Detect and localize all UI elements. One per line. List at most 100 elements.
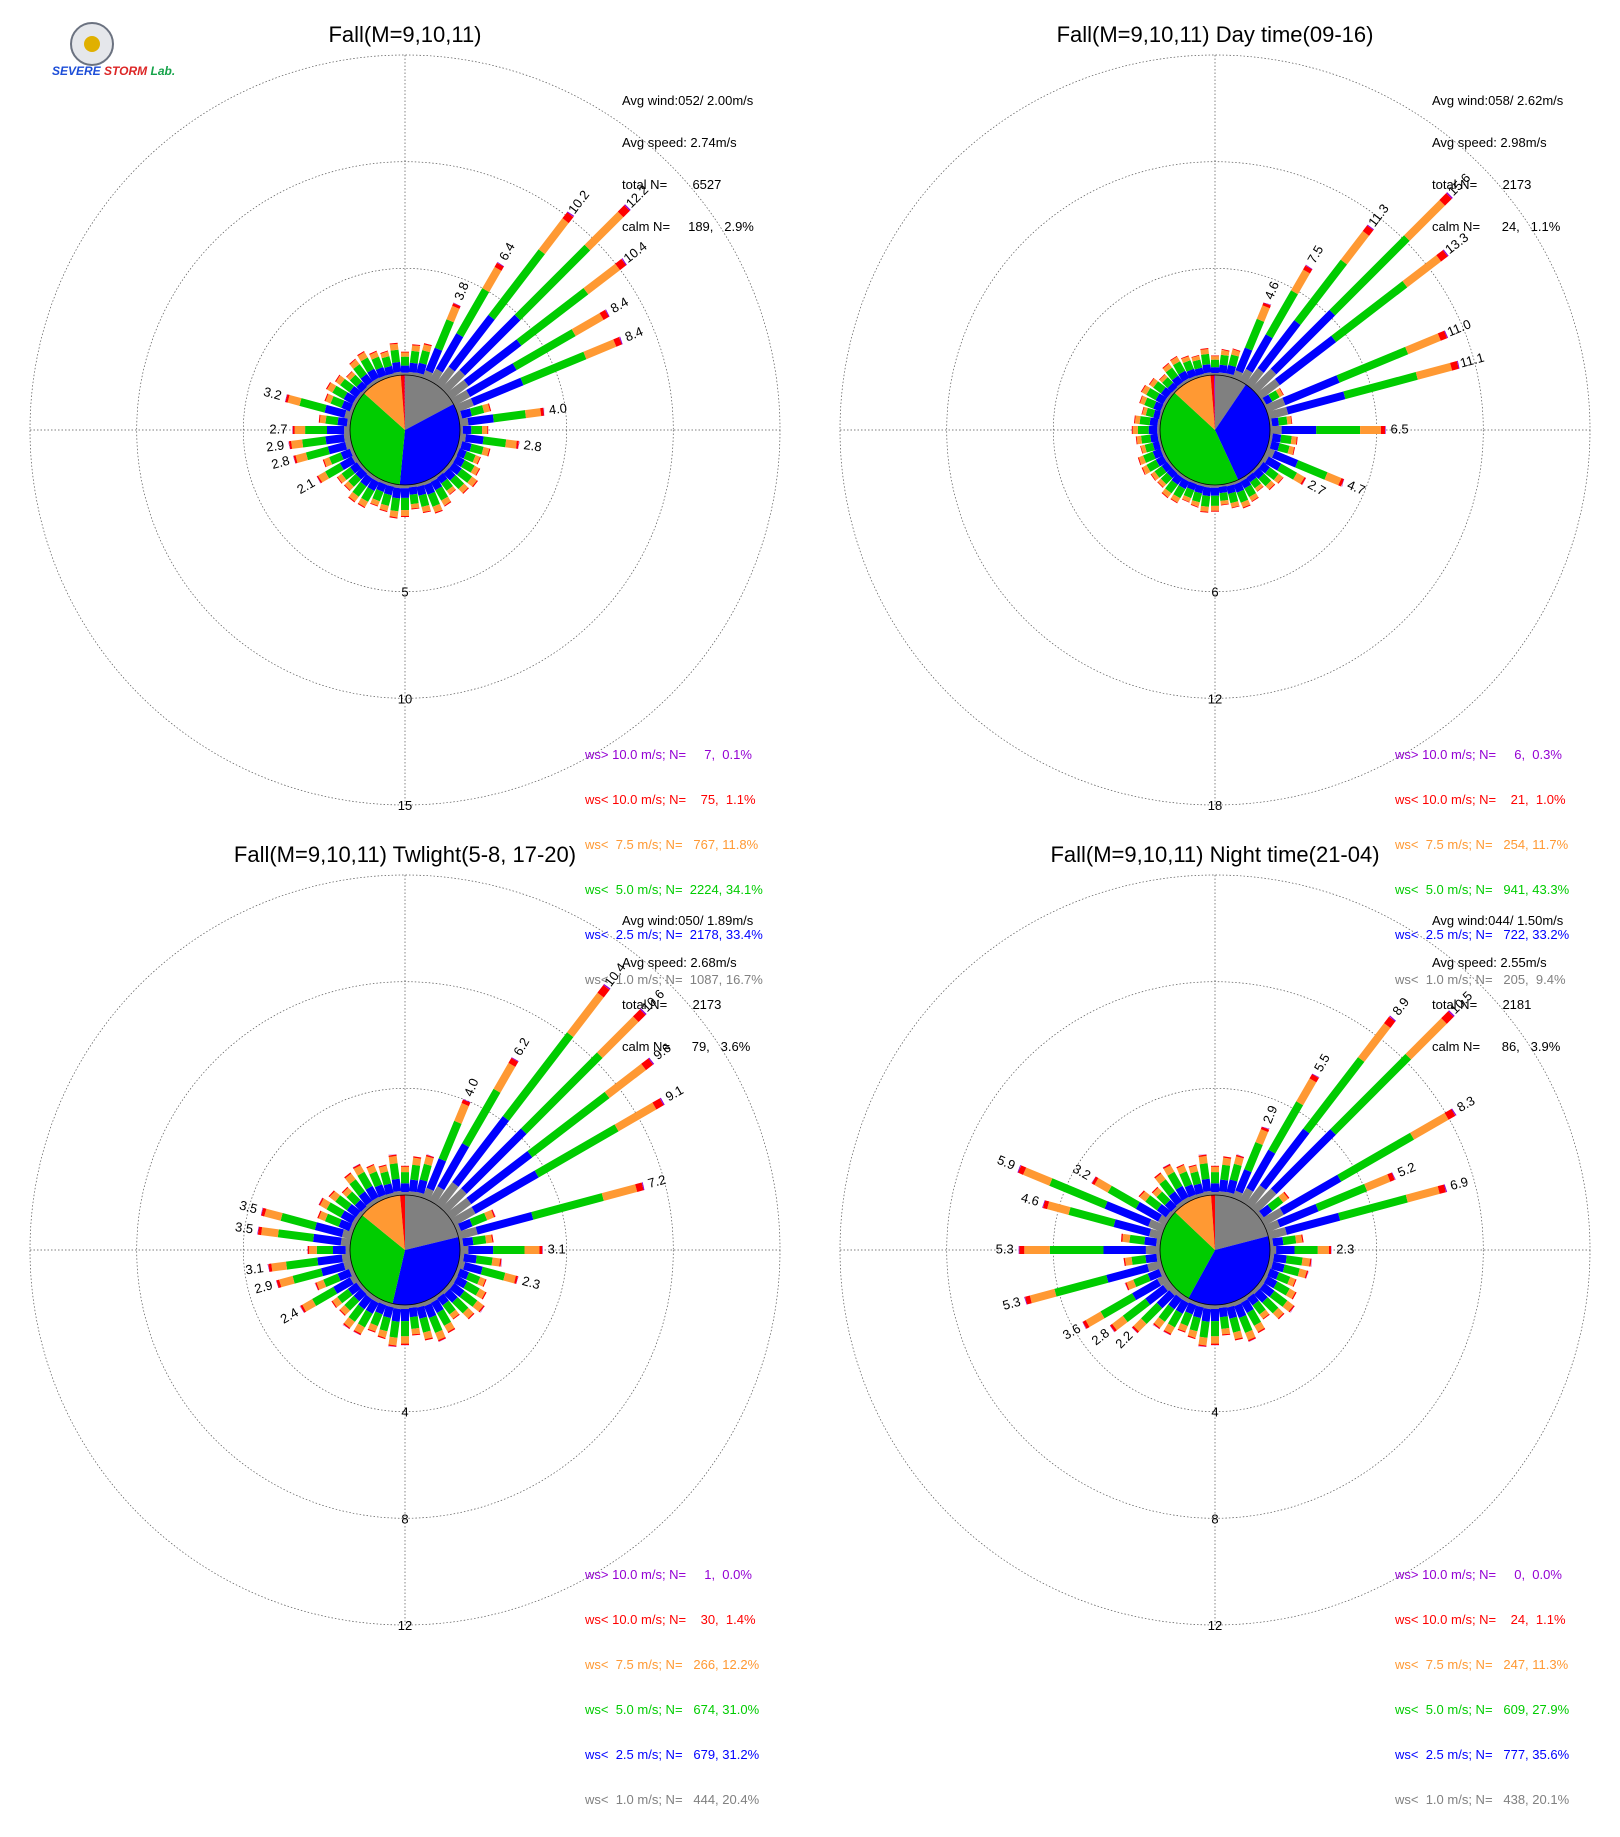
petal-segment-lt75 xyxy=(450,488,453,491)
petal-segment-lt75 xyxy=(453,1312,456,1316)
petal-segment-lt75 xyxy=(358,1326,362,1332)
petal-segment-lt25 xyxy=(413,487,414,494)
petal-segment-lt5 xyxy=(524,1055,600,1131)
petal-segment-lt25 xyxy=(1154,445,1160,447)
petal-segment-lt10 xyxy=(345,1190,346,1191)
petal-segment-lt10 xyxy=(1085,1324,1088,1326)
petal-segment-lt5 xyxy=(444,481,450,488)
petal-segment-lt75 xyxy=(427,1332,429,1339)
petal-label: 10.2 xyxy=(565,187,592,216)
petal-segment-gt10 xyxy=(624,262,625,263)
petal-segment-lt5 xyxy=(1248,487,1253,496)
petal-segment-lt25 xyxy=(1265,398,1271,401)
petal-segment-lt10 xyxy=(1444,1014,1451,1021)
petal-segment-lt5 xyxy=(465,455,474,459)
petal-segment-lt5 xyxy=(1279,421,1288,422)
petal-segment-lt25 xyxy=(388,486,390,494)
petal-segment-lt1 xyxy=(351,1228,355,1230)
petal-segment-lt25 xyxy=(1151,438,1158,439)
petal-segment-lt5 xyxy=(1142,439,1151,440)
petal-segment-lt25 xyxy=(352,389,359,395)
petal-segment-lt10 xyxy=(1439,335,1445,338)
petal-segment-lt5 xyxy=(340,1292,351,1300)
petal-segment-lt25 xyxy=(369,1301,375,1312)
petal-segment-lt5 xyxy=(1168,483,1174,491)
petal-segment-lt75 xyxy=(1152,382,1156,385)
petal-segment-lt10 xyxy=(1173,358,1174,359)
petal-label: 6.9 xyxy=(1448,1174,1469,1193)
petal-segment-lt1 xyxy=(359,464,361,466)
petal-segment-lt25 xyxy=(434,480,439,488)
petal-segment-lt75 xyxy=(394,344,395,350)
petal-segment-lt75 xyxy=(1025,1171,1051,1182)
petal-segment-lt25 xyxy=(459,1272,468,1276)
petal-segment-lt1 xyxy=(354,1220,358,1222)
petal-segment-lt75 xyxy=(289,399,301,402)
petal-segment-lt10 xyxy=(1255,499,1256,500)
petal-segment-lt1 xyxy=(444,1289,447,1292)
petal-segment-lt10 xyxy=(319,1214,320,1215)
petal-segment-lt10 xyxy=(615,341,621,343)
petal-segment-lt5 xyxy=(1253,480,1258,486)
petal-segment-lt10 xyxy=(1442,196,1449,203)
petal-segment-lt1 xyxy=(419,483,420,486)
petal-segment-lt25 xyxy=(1197,1307,1200,1318)
petal-segment-lt75 xyxy=(1289,1281,1294,1283)
petal-segment-lt10 xyxy=(1135,1329,1137,1331)
petal-segment-lt1 xyxy=(426,1189,430,1199)
petal-segment-lt5 xyxy=(1224,1317,1226,1329)
ring-label: 8 xyxy=(1211,1511,1218,1526)
petal-segment-lt75 xyxy=(1291,440,1296,441)
petal-segment-lt1 xyxy=(412,1192,413,1196)
petal-segment-lt1 xyxy=(419,374,420,377)
petal-label: 8.4 xyxy=(623,324,645,345)
rose-plot: 48124.06.210.410.69.69.17.23.12.32.42.93… xyxy=(0,820,810,1640)
petal-segment-lt10 xyxy=(349,374,350,375)
ring-label: 4 xyxy=(1211,1405,1218,1420)
petal-segment-lt25 xyxy=(413,1180,415,1192)
petal-segment-lt5 xyxy=(329,1206,343,1214)
petal-segment-lt25 xyxy=(458,452,465,455)
petal-segment-lt5 xyxy=(326,420,338,422)
petal-label: 6.4 xyxy=(496,240,518,263)
petal-label: 4.6 xyxy=(1020,1190,1041,1209)
petal-segment-lt75 xyxy=(1278,392,1282,394)
petal-segment-lt75 xyxy=(448,1324,452,1330)
petal-segment-lt25 xyxy=(1154,452,1162,455)
petal-segment-lt1 xyxy=(1193,1301,1194,1304)
petal-segment-lt75 xyxy=(1168,1326,1172,1332)
petal-segment-lt10 xyxy=(1020,1169,1025,1171)
petal-segment-lt1 xyxy=(1259,464,1261,466)
petal-segment-lt10 xyxy=(1252,1339,1253,1340)
petal-label: 2.8 xyxy=(523,437,543,454)
petal-segment-lt5 xyxy=(384,1172,387,1184)
petal-segment-lt75 xyxy=(1115,1319,1126,1327)
petal-segment-lt5 xyxy=(532,1197,603,1216)
petal-label: 2.3 xyxy=(1336,1241,1354,1256)
petal-segment-lt5 xyxy=(1283,1239,1296,1241)
petal-segment-lt10 xyxy=(618,262,624,267)
petal-segment-lt5 xyxy=(1130,1239,1145,1241)
petal-segment-lt10 xyxy=(347,1175,348,1176)
petal-segment-lt75 xyxy=(394,511,395,517)
petal-segment-lt25 xyxy=(1191,483,1194,489)
petal-segment-lt25 xyxy=(362,1194,369,1204)
petal-segment-lt75 xyxy=(280,1280,293,1284)
petal-segment-lt75 xyxy=(415,504,416,508)
petal-segment-lt25 xyxy=(1272,438,1280,439)
petal-segment-lt5 xyxy=(349,1194,357,1202)
petal-segment-lt1 xyxy=(458,1264,464,1266)
petal-segment-lt75 xyxy=(325,461,330,463)
petal-segment-lt1 xyxy=(460,1257,464,1258)
petal-segment-lt25 xyxy=(326,438,344,440)
petal-segment-lt10 xyxy=(361,505,362,506)
petal-segment-lt75 xyxy=(383,1167,385,1173)
petal-segment-lt75 xyxy=(1366,1178,1389,1188)
petal-segment-lt75 xyxy=(1408,1021,1444,1057)
petal-segment-lt1 xyxy=(376,379,378,382)
petal-segment-lt75 xyxy=(1276,477,1280,480)
petal-segment-lt1 xyxy=(419,1303,420,1307)
petal-label: 5.9 xyxy=(995,1152,1017,1173)
petal-segment-lt75 xyxy=(1302,1262,1310,1263)
petal-segment-lt10 xyxy=(1294,1295,1295,1296)
